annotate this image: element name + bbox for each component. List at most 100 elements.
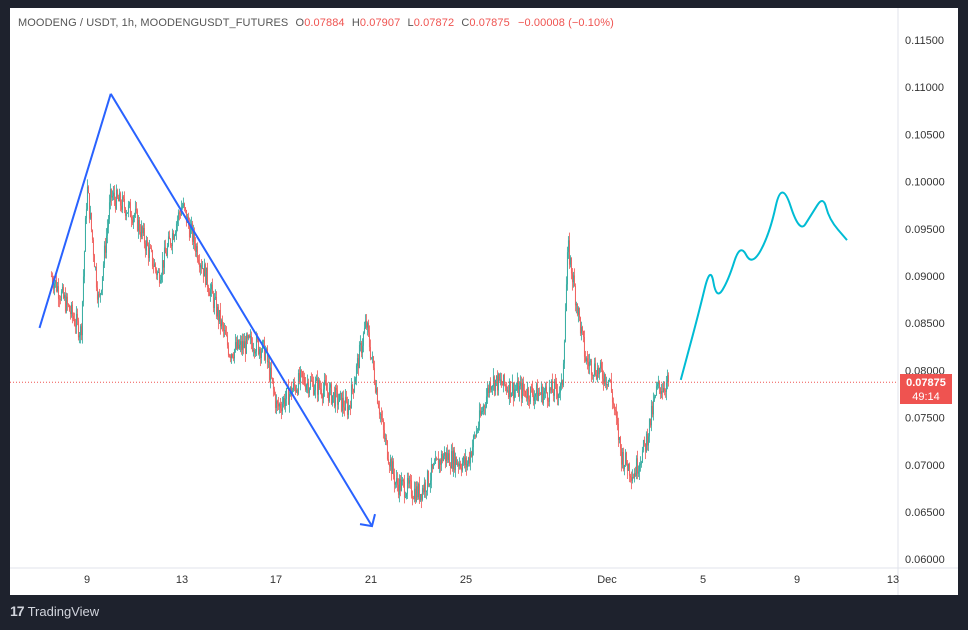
candle-body [65,296,67,312]
candle-body [315,378,317,381]
candle-body [156,272,158,276]
candle-body [346,401,348,415]
candle-body [443,452,445,456]
candle-body [169,239,171,246]
candle-body [226,335,228,346]
candle-body [270,367,272,378]
candle-body [489,382,491,390]
candle-body [596,367,598,380]
candle-body [563,341,565,364]
candle-body [452,450,454,469]
candle-body [312,381,314,395]
candle-body [133,214,135,217]
candle-body [100,290,102,294]
y-tick-label: 0.07500 [905,413,945,425]
candle-body [134,208,136,215]
candle-body [440,454,442,465]
candle-body [389,458,391,467]
candle-body [411,496,413,499]
candle-body [131,219,133,223]
candle-body [227,345,229,356]
candle-body [650,405,652,426]
candle-body [492,376,494,387]
candle-body [143,227,145,244]
candle-body [356,358,358,366]
tradingview-brand[interactable]: 17 TradingView [10,603,99,619]
candle-body [559,383,561,393]
candle-body [284,398,286,407]
candle-body [449,465,451,468]
candle-body [266,348,268,363]
candle-body [391,461,393,474]
candle-body [543,390,545,394]
candle-body [154,263,156,270]
candle-body [304,384,306,390]
candle-body [476,430,478,432]
candle-body [500,379,502,385]
projection-path [679,191,848,381]
candle-body [503,374,505,385]
candle-body [196,246,198,260]
candle-body [233,349,235,359]
candle-body [532,394,534,401]
candle-body [332,392,334,396]
chart-panel[interactable] [10,8,958,595]
candle-body [52,283,54,289]
candle-body [193,230,195,244]
candle-body [229,356,231,359]
candle-body [350,384,352,409]
candle-body [318,380,320,389]
candle-body [125,213,127,217]
candle-body [662,387,664,393]
candle-body [243,341,245,349]
candle-body [257,339,259,354]
candle-body [178,212,180,214]
candle-body [652,400,654,415]
candle-body [466,463,468,468]
candle-body [157,272,159,274]
candle-body [607,379,609,386]
last-price-tag: 0.07875 49:14 [900,374,952,404]
candle-body [93,255,95,268]
candle-body [653,396,655,401]
candle-body [353,384,355,392]
candle-body [348,405,350,407]
candle-body [666,375,668,383]
candle-body [316,378,318,395]
candle-body [526,388,528,399]
candle-body [352,389,354,392]
candle-body [441,454,443,461]
candle-body [172,233,174,240]
candle-body [223,330,225,331]
candle-body [369,347,371,359]
candle-body [139,231,141,237]
candle-body [418,484,420,501]
candle-body [448,453,450,466]
candle-body [447,453,449,460]
candle-body [310,380,312,382]
candle-body [237,339,239,349]
candle-body [92,239,94,256]
candle-body [328,387,330,402]
candle-body [581,327,583,332]
candle-body [406,478,408,494]
candle-body [551,381,553,393]
candle-body [217,306,219,322]
candle-body [516,380,518,390]
candle-body [367,323,369,333]
y-tick-label: 0.07000 [905,460,945,472]
candle-body [268,361,270,381]
candle-body [622,451,624,469]
candle-body [499,379,501,381]
candle-body [225,334,227,336]
candle-body [95,266,97,288]
candle-body [468,457,470,464]
low-label: L [407,17,414,29]
candle-body [102,264,104,277]
candle-body [264,351,266,360]
candle-body [368,332,370,348]
candle-body [130,217,132,220]
candle-body [228,355,230,357]
